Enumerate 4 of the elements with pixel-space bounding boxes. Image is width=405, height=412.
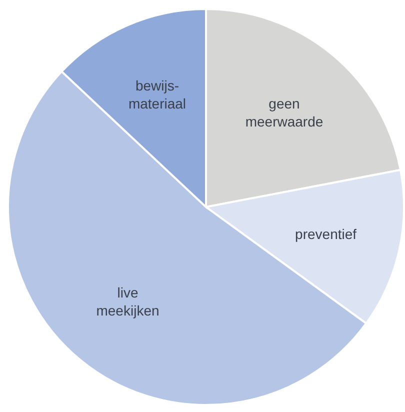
slice-label: live meekijken bbox=[96, 284, 160, 319]
slice-label: bewijs-materiaal bbox=[128, 77, 186, 112]
slice-label: geen meerwaarde bbox=[245, 95, 324, 130]
slice-label: preventief bbox=[295, 226, 357, 242]
